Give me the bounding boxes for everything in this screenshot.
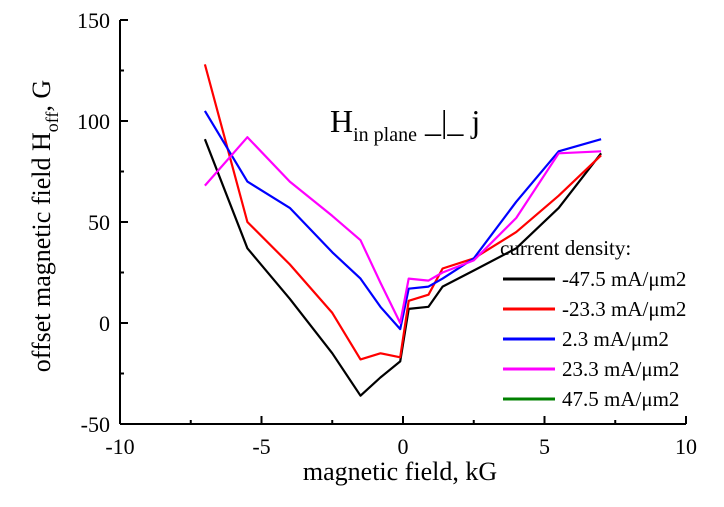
y-tick-label: 150 [77, 8, 110, 33]
legend-entry-background [500, 262, 690, 292]
series-line-3 [203, 110, 602, 331]
legend-label: 47.5 mA/μm2 [562, 387, 679, 411]
annotation-main: H [330, 103, 353, 139]
x-tick-label: -10 [105, 434, 134, 459]
y-tick-label: -50 [81, 412, 110, 437]
legend-entry-background [500, 352, 690, 382]
y-axis-label: offset magnetic field Hoff, G [27, 80, 62, 372]
legend-entry-background [500, 382, 690, 412]
x-tick-label: 10 [675, 434, 697, 459]
y-tick-label: 100 [77, 109, 110, 134]
x-tick-label: 5 [539, 434, 550, 459]
y-axis-label-tail: , G [27, 80, 56, 112]
x-axis-label: magnetic field, kG [303, 457, 497, 486]
series-line-4 [204, 136, 602, 325]
annotation-tail: _|_ j [417, 103, 480, 139]
legend-label: -23.3 mA/μm2 [562, 297, 686, 321]
legend-title: current density: [500, 236, 631, 260]
y-tick-label: 50 [88, 210, 110, 235]
y-tick-label: 0 [99, 311, 110, 336]
in-plane-annotation: Hin plane _|_ j [330, 103, 480, 146]
x-tick-label: 0 [398, 434, 409, 459]
legend-entry-background [500, 292, 690, 322]
legend-label: 2.3 mA/μm2 [562, 327, 669, 351]
y-axis-label-sub: off [42, 112, 62, 133]
x-tick-label: -5 [252, 434, 270, 459]
annotation-sub: in plane [353, 124, 417, 146]
legend-entry-background [500, 322, 690, 352]
series-lines [203, 64, 602, 397]
series-line-2 [203, 64, 602, 361]
legend: -47.5 mA/μm2 -23.3 mA/μm2 2.3 mA/μm2 23.3 m… [500, 236, 690, 412]
legend-label: 23.3 mA/μm2 [562, 357, 679, 381]
y-axis-label-main: offset magnetic field H [27, 132, 56, 372]
legend-label: -47.5 mA/μm2 [562, 267, 686, 291]
